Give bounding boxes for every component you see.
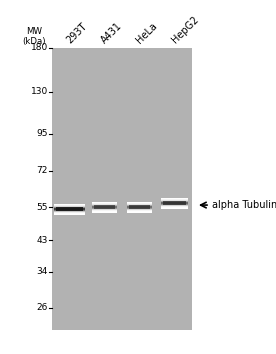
Bar [92,204,117,205]
Bar [92,203,117,204]
Text: 34: 34 [37,267,48,276]
Bar [161,207,188,208]
Bar [127,209,152,210]
Bar [54,208,85,209]
Bar [161,199,188,200]
Bar [161,201,188,202]
Bar [127,202,152,203]
Bar [92,212,117,213]
Bar [161,202,188,203]
Bar [127,206,152,207]
Bar [92,206,117,207]
Bar [127,207,152,208]
Bar [127,207,152,208]
Bar [127,212,152,213]
Bar [92,208,117,209]
Text: 293T: 293T [64,21,89,45]
Bar [161,207,188,208]
Bar [54,204,85,205]
Bar [54,212,85,213]
Text: 130: 130 [31,87,48,96]
Bar [92,210,117,211]
Bar [161,200,188,201]
Bar [92,209,117,210]
Bar [92,205,117,206]
Bar [54,214,85,215]
Bar [161,204,188,205]
Text: alpha Tubulin: alpha Tubulin [212,200,276,210]
Text: MW
(kDa): MW (kDa) [22,27,46,46]
Bar [127,210,152,211]
Bar [161,205,188,206]
Bar [161,200,188,201]
Bar [127,210,152,211]
Text: HepG2: HepG2 [169,14,200,45]
Bar [92,209,117,210]
Bar [161,198,188,199]
Text: 95: 95 [36,129,48,138]
Bar [163,201,185,205]
Bar [54,205,85,206]
Bar [127,211,152,212]
Bar [129,205,150,209]
Bar [161,206,188,207]
Bar [54,204,85,205]
Text: 72: 72 [37,166,48,176]
Text: HeLa: HeLa [134,20,159,45]
Bar [52,48,192,330]
Bar [127,208,152,209]
Bar [127,209,152,210]
Bar [54,214,85,215]
Bar [127,208,152,209]
Bar [127,203,152,204]
Text: 55: 55 [36,202,48,212]
Bar [127,201,152,202]
Bar [54,206,85,207]
Bar [127,204,152,205]
Text: 43: 43 [37,236,48,245]
Bar [94,205,115,209]
Bar [161,201,188,202]
Bar [54,209,85,210]
Bar [161,199,188,200]
Bar [92,208,117,209]
Bar [54,207,85,208]
Text: A431: A431 [99,20,124,45]
Text: 180: 180 [31,44,48,52]
Bar [92,201,117,202]
Bar [92,207,117,208]
Bar [161,208,188,209]
Bar [161,198,188,199]
Bar [54,213,85,214]
Bar [54,206,85,207]
Bar [127,211,152,212]
Bar [54,213,85,214]
Bar [127,205,152,206]
Bar [92,210,117,211]
Bar [92,211,117,212]
Bar [54,205,85,206]
Bar [92,202,117,203]
Bar [92,207,117,208]
Bar [56,207,83,211]
Bar [54,210,85,211]
Bar [161,203,188,204]
Text: 26: 26 [37,303,48,312]
Bar [92,211,117,212]
Bar [161,208,188,209]
Bar [161,206,188,207]
Bar [54,211,85,212]
Bar [54,207,85,208]
